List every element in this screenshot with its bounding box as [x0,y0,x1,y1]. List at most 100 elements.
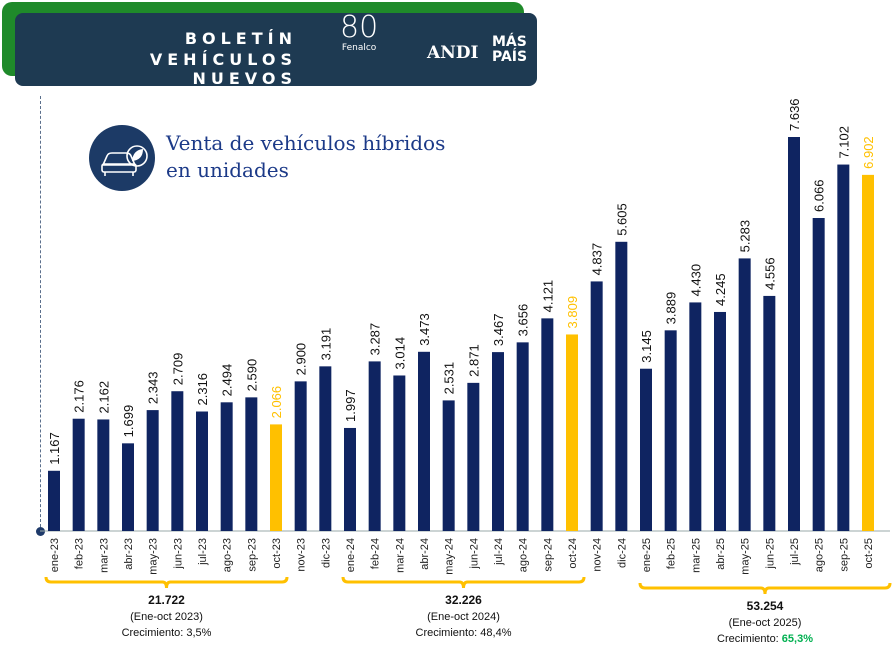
bar-oct-24 [566,334,578,531]
data-label: 7.102 [836,126,851,159]
bar-mar-25 [689,302,702,531]
x-tick-label: dic-24 [616,538,628,568]
bulletin-title-line2: VEHÍCULOS NUEVOS [149,50,297,88]
x-tick-label: oct-24 [567,538,579,569]
data-label: 2.343 [146,372,161,405]
data-label: 2.176 [72,380,87,413]
x-tick-label: may-24 [444,538,456,575]
group-bracket [44,576,289,589]
data-label: 3.145 [639,330,654,363]
x-tick-label: abr-25 [715,538,727,570]
x-tick-label: dic-23 [320,538,332,568]
group-summary: 32.226 (Ene-oct 2024) Crecimiento: 48,4% [364,592,564,641]
bar-ago-25 [812,218,825,532]
x-tick-label: ene-25 [641,538,653,572]
x-tick-label: nov-23 [296,538,308,572]
data-label: 3.014 [392,337,407,370]
bar-may-24 [442,400,455,531]
x-tick-label: may-23 [148,538,160,575]
data-label: 5.605 [614,203,629,236]
x-tick-label: sep-24 [542,538,554,572]
x-tick-label: mar-23 [98,538,110,573]
bar-ene-25 [640,368,652,531]
group-growth: Crecimiento: 3,5% [121,627,212,639]
bar-may-23 [146,410,159,531]
bar-feb-25 [664,330,677,531]
data-label: 2.066 [269,386,284,419]
data-label: 2.900 [294,343,309,376]
data-label: 2.871 [466,344,481,377]
bar-mar-24 [393,375,406,531]
bar-jun-23 [171,391,184,531]
data-label: 4.121 [540,280,555,313]
group-period: (Ene-oct 2025) [728,617,802,629]
data-label: 3.809 [565,296,580,329]
x-tick-label: feb-23 [74,538,86,569]
group-growth: Crecimiento: 48,4% [415,627,512,639]
x-tick-label: sep-23 [246,538,258,572]
data-label: 6.902 [861,136,876,169]
bar-ago-24 [516,342,529,531]
data-label: 2.531 [442,362,457,395]
x-tick-label: mar-24 [394,538,406,573]
andi-logo: ANDI [427,43,479,63]
bar-jul-24 [492,352,504,531]
bar-jun-24 [467,382,480,531]
bar-jun-25 [763,295,776,531]
bar-ene-23 [48,470,60,531]
x-tick-label: abr-23 [123,538,135,570]
bar-dic-23 [319,366,332,531]
x-tick-label: jun-23 [172,538,184,570]
bar-abr-25 [714,311,726,531]
data-label: 3.191 [318,328,333,361]
x-tick-label: jun-25 [764,538,776,570]
data-label: 3.656 [516,304,531,337]
x-tick-label: ago-23 [222,538,234,572]
data-label: 3.889 [664,292,679,325]
x-tick-label: oct-25 [863,538,875,569]
group-period: (Ene-oct 2023) [130,611,203,623]
data-label: 6.066 [812,179,827,212]
data-label: 7.636 [787,98,802,131]
data-label: 2.162 [96,381,111,414]
bar-abr-23 [122,443,134,531]
bar-nov-24 [590,281,603,531]
x-tick-label: oct-23 [271,538,283,569]
x-tick-label: jul-24 [493,538,505,566]
data-label: 3.473 [417,313,432,346]
group-total: 53.254 [746,599,784,613]
data-label: 4.245 [713,273,728,306]
data-label: 3.287 [368,323,383,356]
data-label: 1.997 [343,389,358,422]
data-label: 2.709 [170,353,185,386]
timeline-line [40,96,41,532]
x-tick-label: jun-24 [468,538,480,570]
bar-sep-25 [837,164,850,531]
x-tick-label: may-25 [740,538,752,575]
hybrid-car-icon [89,125,155,191]
bar-ago-23 [220,402,233,531]
bar-oct-23 [270,424,282,531]
chart-title: Venta de vehículos híbridos en unidades [166,130,445,184]
group-total: 32.226 [445,593,482,607]
group-total: 21.722 [148,593,185,607]
bar-sep-23 [245,397,258,531]
bar-sep-24 [541,318,554,531]
data-label: 2.316 [195,373,210,406]
bar-feb-23 [72,418,85,531]
bulletin-title-line1: BOLETÍN [184,29,297,48]
group-summary: 21.722 (Ene-oct 2023) Crecimiento: 3,5% [67,592,267,641]
data-label: 1.167 [47,432,62,465]
header-banner: BOLETÍN VEHÍCULOS NUEVOS 80 Fenalco ANDI … [15,10,537,88]
bar-jul-25 [788,137,800,531]
group-bracket [341,576,586,589]
bar-jul-23 [196,411,208,531]
x-tick-label: sep-25 [838,538,850,572]
fenalco-logo: 80 Fenalco [340,10,379,54]
group-growth: Crecimiento: 65,3% [717,633,813,645]
bar-feb-24 [368,361,381,531]
x-tick-label: ago-25 [814,538,826,572]
bar-mar-23 [97,419,110,531]
x-tick-label: feb-24 [370,538,382,569]
